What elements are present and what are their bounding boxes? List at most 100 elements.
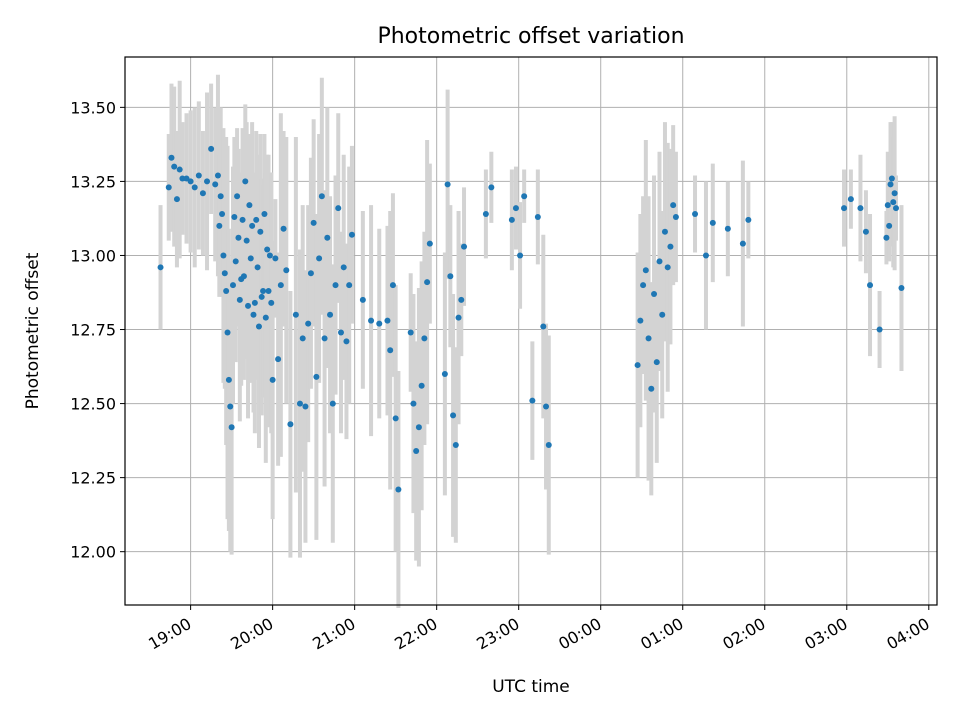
data-point: [332, 282, 339, 289]
data-point: [447, 273, 454, 280]
data-point: [275, 356, 282, 363]
y-tick-label: 12.75: [70, 321, 116, 340]
data-point: [250, 311, 257, 318]
data-point: [305, 320, 312, 327]
data-point: [249, 222, 256, 229]
data-point: [223, 288, 230, 295]
data-point: [179, 175, 186, 182]
data-point: [709, 219, 716, 226]
data-point: [327, 311, 334, 318]
data-point: [387, 347, 394, 354]
y-tick-label: 13.50: [70, 98, 116, 117]
data-point: [235, 234, 242, 241]
data-point: [264, 246, 271, 253]
data-point: [246, 202, 253, 209]
data-point: [340, 264, 347, 271]
data-point: [455, 314, 462, 321]
data-point: [234, 193, 241, 200]
data-point: [661, 228, 668, 235]
x-axis-label: UTC time: [492, 677, 570, 697]
data-point: [254, 264, 261, 271]
data-point: [257, 228, 264, 235]
data-point: [534, 213, 541, 220]
data-point: [461, 243, 468, 250]
data-point: [862, 228, 869, 235]
data-point: [887, 181, 894, 188]
data-point: [268, 299, 275, 306]
data-point: [217, 193, 224, 200]
data-point: [157, 264, 164, 271]
data-point: [521, 193, 528, 200]
data-point: [886, 222, 893, 229]
data-point: [656, 258, 663, 265]
data-point: [359, 296, 366, 303]
data-point: [316, 255, 323, 262]
data-point: [247, 255, 254, 262]
data-point: [214, 172, 221, 179]
data-point: [640, 282, 647, 289]
data-point: [337, 329, 344, 336]
data-point: [171, 163, 178, 170]
data-point: [287, 421, 294, 428]
data-point: [258, 293, 265, 300]
data-point: [242, 178, 249, 185]
data-point: [199, 190, 206, 197]
data-point: [392, 415, 399, 422]
data-point: [231, 213, 238, 220]
data-point: [255, 323, 262, 330]
data-point: [389, 282, 396, 289]
data-point: [283, 267, 290, 274]
data-point: [272, 255, 279, 262]
data-point: [216, 222, 223, 229]
data-point: [645, 335, 652, 342]
data-point: [857, 205, 864, 212]
data-point: [280, 225, 287, 232]
data-point: [452, 442, 459, 449]
data-point: [335, 205, 342, 212]
data-point: [517, 252, 524, 259]
data-point: [884, 202, 891, 209]
data-point: [458, 296, 465, 303]
data-point: [261, 210, 268, 217]
data-point: [892, 205, 899, 212]
data-point: [659, 311, 666, 318]
y-tick-label: 12.25: [70, 469, 116, 488]
data-point: [260, 288, 267, 295]
data-point: [670, 202, 677, 209]
data-point: [368, 317, 375, 324]
data-point: [310, 219, 317, 226]
data-point: [482, 210, 489, 217]
data-point: [195, 172, 202, 179]
data-point: [240, 273, 247, 280]
data-point: [418, 382, 425, 389]
data-point: [204, 178, 211, 185]
data-point: [876, 326, 883, 333]
data-point: [891, 190, 898, 197]
data-point: [841, 205, 848, 212]
data-point: [512, 205, 519, 212]
data-point: [653, 359, 660, 366]
data-point: [407, 329, 414, 336]
data-point: [173, 196, 180, 203]
data-point: [413, 447, 420, 454]
data-point: [745, 216, 752, 223]
data-point: [239, 216, 246, 223]
data-point: [664, 264, 671, 271]
data-point: [343, 338, 350, 345]
data-point: [324, 234, 331, 241]
plot-frame: [124, 56, 938, 606]
data-point: [277, 282, 284, 289]
data-point: [318, 193, 325, 200]
data-point: [346, 282, 353, 289]
data-point: [191, 184, 198, 191]
data-point: [232, 258, 239, 265]
data-point: [410, 400, 417, 407]
data-point: [540, 323, 547, 330]
data-point: [395, 486, 402, 493]
data-point: [545, 442, 552, 449]
data-point: [176, 166, 183, 173]
data-point: [488, 184, 495, 191]
data-point: [243, 237, 250, 244]
